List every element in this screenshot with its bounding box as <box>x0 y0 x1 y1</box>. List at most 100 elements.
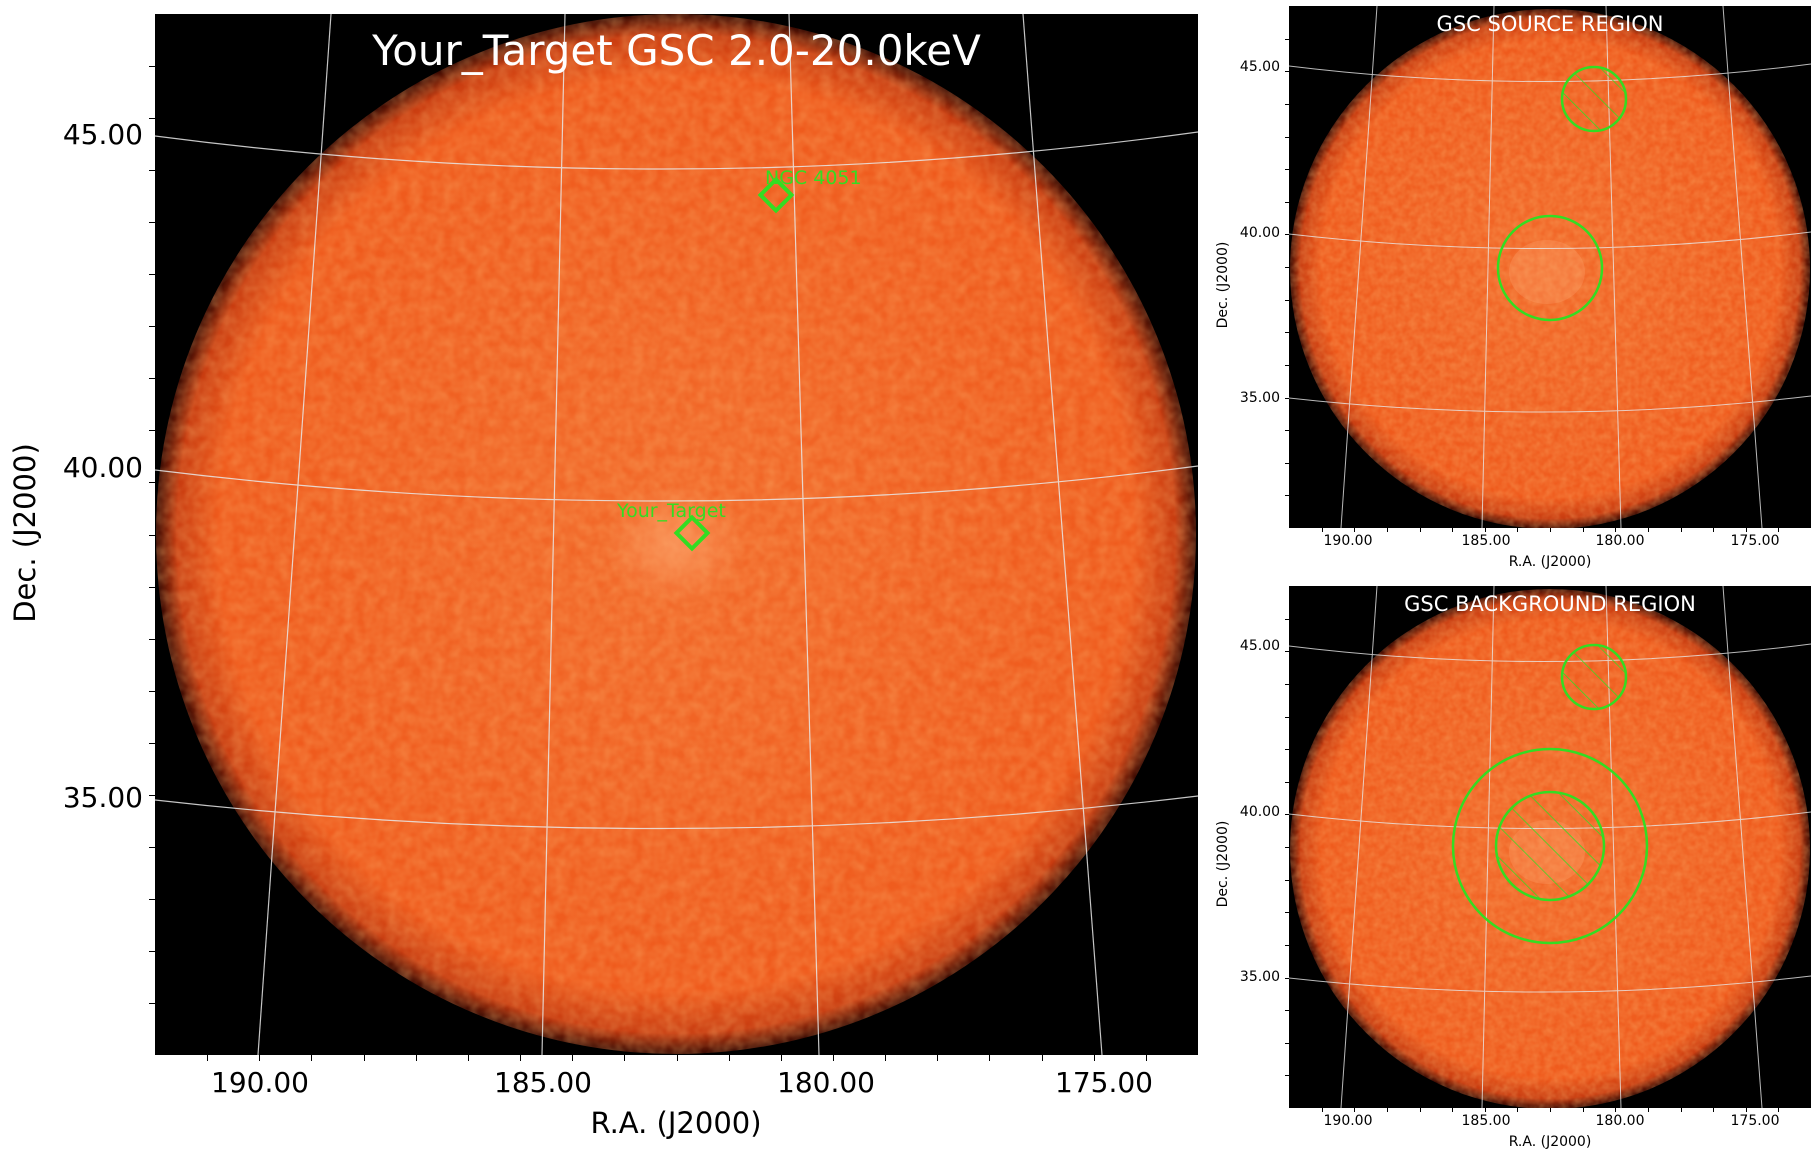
axis-tick-mark <box>1285 618 1289 620</box>
axis-tick-mark <box>149 586 155 588</box>
axis-tick-mark <box>1093 1055 1095 1061</box>
axis-tick-mark <box>1285 71 1289 73</box>
coordinate-grid <box>155 14 1198 1055</box>
source-xtick: 175.00 <box>1730 533 1780 549</box>
axis-tick-mark <box>149 326 155 328</box>
axis-tick-mark <box>415 1055 417 1061</box>
axis-tick-mark <box>1550 528 1551 532</box>
axis-tick-mark <box>149 430 155 432</box>
background-region-image <box>1289 586 1811 1108</box>
source-ytick: 40.00 <box>1239 225 1280 241</box>
axis-tick-mark <box>1285 1010 1289 1012</box>
axis-tick-mark <box>1285 749 1289 751</box>
main-xtick: 185.00 <box>494 1066 592 1099</box>
axis-tick-mark <box>1285 332 1289 334</box>
axis-tick-mark <box>149 378 155 380</box>
source-region-image <box>1289 6 1811 528</box>
axis-tick-mark <box>1713 1108 1715 1112</box>
axis-tick-mark <box>1713 528 1715 532</box>
source-region-circle <box>1496 214 1604 322</box>
axis-tick-mark <box>1647 528 1649 532</box>
background-ytick: 35.00 <box>1239 969 1280 985</box>
axis-tick-mark <box>572 1055 574 1061</box>
axis-tick-mark <box>1321 528 1323 532</box>
axis-tick-mark <box>1354 528 1356 532</box>
axis-tick-mark <box>149 898 155 900</box>
background-annulus-inner <box>1494 790 1606 902</box>
axis-tick-mark <box>1647 1108 1649 1112</box>
axis-tick-mark <box>467 1055 469 1061</box>
source-xtick: 185.00 <box>1461 533 1511 549</box>
target-marker <box>673 514 711 552</box>
axis-tick-mark <box>832 1055 834 1061</box>
background-ytick: 45.00 <box>1239 638 1280 654</box>
axis-tick-mark <box>520 1055 522 1061</box>
axis-tick-mark <box>1386 528 1388 532</box>
axis-tick-mark <box>1285 944 1289 946</box>
axis-tick-mark <box>149 950 155 952</box>
main-xtick: 180.00 <box>777 1066 875 1099</box>
axis-tick-mark <box>1285 814 1289 816</box>
background-ytick: 40.00 <box>1239 804 1280 820</box>
source-region-panel: GSC SOURCE REGION <box>1289 6 1811 528</box>
axis-tick-mark <box>311 1055 313 1061</box>
axis-tick-mark <box>149 170 155 172</box>
axis-tick-mark <box>1285 103 1289 105</box>
axis-tick-mark <box>1680 1108 1682 1112</box>
axis-tick-mark <box>1285 912 1289 914</box>
axis-tick-mark <box>1285 234 1289 236</box>
axis-tick-mark <box>259 1055 261 1061</box>
main-sky-image: NGC 4051 Your_Target <box>155 14 1198 1055</box>
axis-tick-mark <box>149 534 155 536</box>
axis-tick-mark <box>149 794 155 796</box>
axis-tick-mark <box>1285 267 1289 268</box>
background-xtick: 180.00 <box>1595 1113 1645 1129</box>
main-xtick: 190.00 <box>211 1066 309 1099</box>
axis-tick-mark <box>149 66 155 68</box>
axis-tick-mark <box>1145 1055 1147 1061</box>
axis-tick-mark <box>1419 528 1421 532</box>
axis-tick-mark <box>1745 1108 1747 1112</box>
ngc4051-exclusion-region <box>1560 643 1628 711</box>
axis-tick-mark <box>207 1055 209 1061</box>
axis-tick-mark <box>1285 683 1289 685</box>
axis-tick-mark <box>1285 462 1289 464</box>
source-ytick: 35.00 <box>1239 390 1280 406</box>
axis-tick-mark <box>149 482 155 484</box>
axis-tick-mark <box>1285 781 1289 783</box>
axis-tick-mark <box>1517 1108 1519 1112</box>
axis-tick-mark <box>885 1055 887 1061</box>
axis-tick-mark <box>1582 528 1584 532</box>
background-y-axis-label: Dec. (J2000) <box>1215 820 1231 908</box>
axis-tick-mark <box>1285 651 1289 653</box>
axis-tick-mark <box>1615 1108 1617 1112</box>
axis-tick-mark <box>989 1055 991 1061</box>
axis-tick-mark <box>676 1055 678 1061</box>
axis-tick-mark <box>149 274 155 276</box>
main-xtick: 175.00 <box>1055 1066 1153 1099</box>
axis-tick-mark <box>1285 136 1289 138</box>
background-panel-title: GSC BACKGROUND REGION <box>1404 592 1696 616</box>
axis-tick-mark <box>1285 201 1289 203</box>
axis-tick-mark <box>149 846 155 848</box>
main-ytick: 40.00 <box>62 451 143 484</box>
background-xtick: 185.00 <box>1461 1113 1511 1129</box>
axis-tick-mark <box>149 690 155 692</box>
axis-tick-mark <box>1041 1055 1043 1061</box>
background-x-axis-label: R.A. (J2000) <box>1508 1134 1592 1150</box>
axis-tick-mark <box>1285 1075 1289 1077</box>
axis-tick-mark <box>149 638 155 640</box>
source-y-axis-label: Dec. (J2000) <box>1215 241 1231 329</box>
axis-tick-mark <box>149 222 155 224</box>
axis-tick-mark <box>1484 1108 1486 1112</box>
axis-tick-mark <box>1615 528 1617 532</box>
axis-tick-mark <box>1778 1108 1780 1112</box>
axis-tick-mark <box>1386 1108 1388 1112</box>
axis-tick-mark <box>1680 528 1682 532</box>
axis-tick-mark <box>1285 495 1289 497</box>
axis-tick-mark <box>728 1055 730 1061</box>
axis-tick-mark <box>937 1055 939 1061</box>
axis-tick-mark <box>624 1055 626 1061</box>
main-image-panel: NGC 4051 Your_Target Your_Target GSC 2.0… <box>155 14 1198 1055</box>
axis-tick-mark <box>1778 528 1780 532</box>
